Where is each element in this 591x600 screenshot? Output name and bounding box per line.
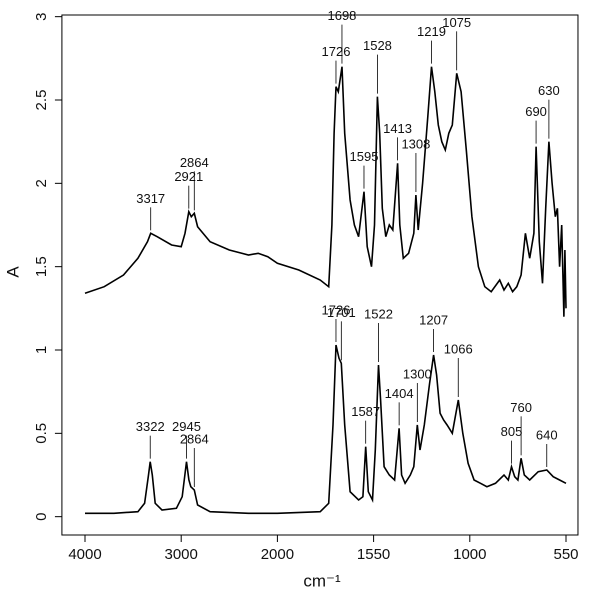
peak-label: 760: [510, 400, 532, 415]
peak-label: 640: [536, 427, 558, 442]
x-tick-label: 550: [553, 546, 578, 563]
y-tick-label: 0: [33, 512, 50, 520]
y-tick-label: 2.5: [33, 90, 50, 111]
spectrum-line: [85, 344, 567, 515]
peak-label: 1413: [383, 121, 412, 136]
peak-label: 1404: [385, 386, 414, 401]
spectrum-line: [84, 66, 567, 317]
peak-label: 1308: [401, 136, 430, 151]
peak-label: 1698: [327, 8, 356, 23]
peak-label: 1528: [363, 38, 392, 53]
peak-label: 1595: [350, 149, 379, 164]
peak-label: 2864: [180, 431, 209, 446]
peak-label: 1587: [351, 404, 380, 419]
x-tick-label: 4000: [68, 546, 101, 563]
x-axis-label: cm⁻¹: [303, 571, 341, 590]
plot-frame: [61, 14, 579, 536]
peak-label: 1726: [322, 44, 351, 59]
x-tick-label: 1550: [357, 546, 390, 563]
peak-label: 3322: [136, 419, 165, 434]
y-axis-label: A: [3, 266, 22, 278]
peak-label: 630: [538, 83, 560, 98]
peak-label: 805: [501, 424, 523, 439]
y-tick-label: 3: [33, 12, 50, 20]
peak-label: 1066: [444, 341, 473, 356]
x-tick-label: 3000: [165, 546, 198, 563]
y-tick-label: 1.5: [33, 256, 50, 277]
peak-label: 1075: [442, 15, 471, 30]
peak-label: 1300: [403, 366, 432, 381]
y-tick-label: 1: [33, 346, 50, 354]
peak-label: 2921: [174, 169, 203, 184]
peak-label: 1726: [322, 302, 351, 317]
y-tick-label: 0.5: [33, 423, 50, 444]
peak-label: 3317: [136, 191, 165, 206]
peak-label: 690: [525, 104, 547, 119]
peak-label: 1701: [327, 305, 356, 320]
x-tick-label: 2000: [261, 546, 294, 563]
y-tick-label: 2: [33, 179, 50, 187]
peak-label: 1219: [417, 24, 446, 39]
x-tick-label: 1000: [453, 546, 486, 563]
peak-label: 1207: [419, 312, 448, 327]
peak-label: 2864: [180, 155, 209, 170]
peak-label: 1522: [364, 306, 393, 321]
peak-label: 2945: [172, 419, 201, 434]
